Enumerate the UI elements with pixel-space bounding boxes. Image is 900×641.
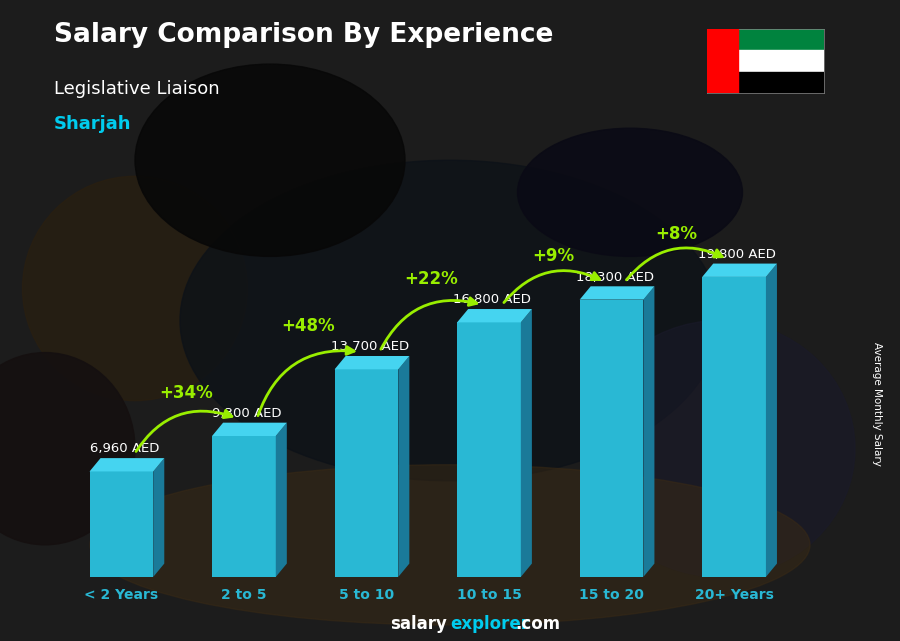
Polygon shape (89, 471, 153, 577)
Polygon shape (153, 458, 165, 577)
Text: +48%: +48% (282, 317, 336, 335)
Text: Legislative Liaison: Legislative Liaison (54, 80, 220, 98)
Polygon shape (702, 277, 766, 577)
Polygon shape (335, 356, 410, 369)
Text: salary: salary (391, 615, 447, 633)
Text: 19,800 AED: 19,800 AED (698, 248, 777, 261)
Polygon shape (580, 299, 644, 577)
Text: +22%: +22% (404, 270, 458, 288)
Polygon shape (275, 422, 287, 577)
Polygon shape (521, 309, 532, 577)
Ellipse shape (22, 176, 248, 401)
Text: .com: .com (516, 615, 561, 633)
Text: +8%: +8% (655, 224, 698, 242)
Bar (706, 72, 824, 93)
Polygon shape (702, 263, 777, 277)
Polygon shape (399, 356, 410, 577)
Polygon shape (766, 263, 777, 577)
Ellipse shape (135, 64, 405, 256)
Text: +34%: +34% (159, 384, 212, 402)
Bar (706, 29, 738, 93)
Ellipse shape (90, 465, 810, 625)
Polygon shape (457, 309, 532, 322)
Ellipse shape (518, 128, 742, 256)
Ellipse shape (585, 320, 855, 577)
Text: Salary Comparison By Experience: Salary Comparison By Experience (54, 22, 554, 49)
Bar (706, 29, 824, 50)
Bar (706, 50, 824, 72)
Ellipse shape (180, 160, 720, 481)
Text: 13,700 AED: 13,700 AED (330, 340, 409, 353)
Text: 16,800 AED: 16,800 AED (454, 294, 531, 306)
Text: 9,300 AED: 9,300 AED (212, 407, 282, 420)
Polygon shape (644, 287, 654, 577)
Text: 6,960 AED: 6,960 AED (90, 442, 159, 456)
Text: 18,300 AED: 18,300 AED (576, 271, 653, 283)
Text: +9%: +9% (533, 247, 574, 265)
Polygon shape (457, 322, 521, 577)
Polygon shape (212, 436, 275, 577)
Text: Sharjah: Sharjah (54, 115, 131, 133)
Polygon shape (580, 287, 654, 299)
Ellipse shape (0, 353, 135, 545)
Text: Average Monthly Salary: Average Monthly Salary (872, 342, 883, 466)
Text: explorer: explorer (450, 615, 529, 633)
Polygon shape (335, 369, 399, 577)
Polygon shape (89, 458, 165, 471)
Polygon shape (212, 422, 287, 436)
